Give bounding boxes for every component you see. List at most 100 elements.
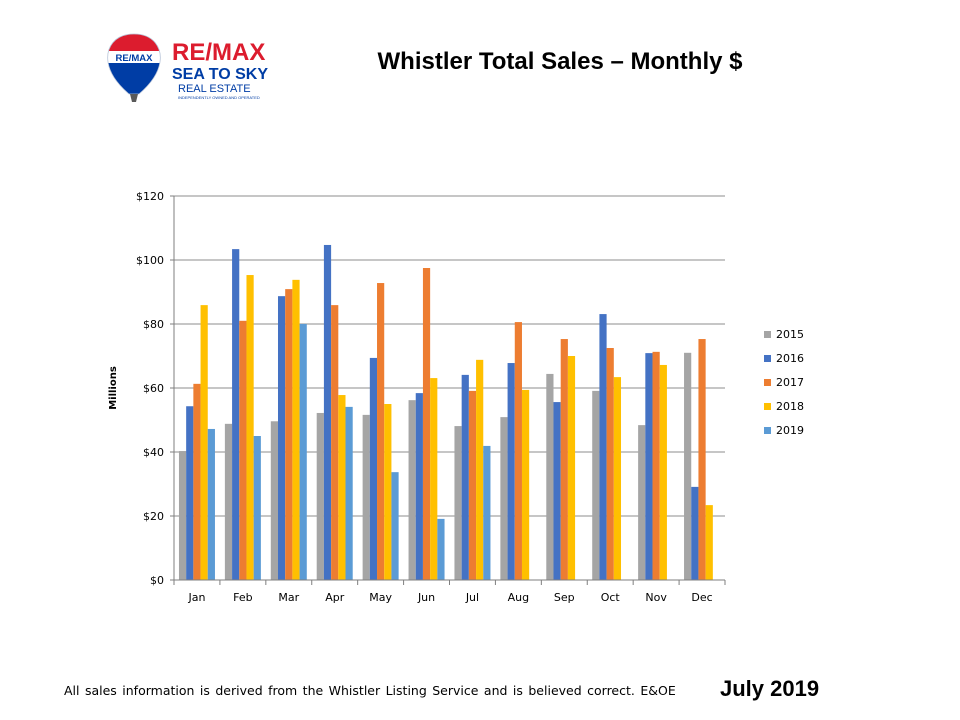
legend-swatch-2017 <box>764 379 771 386</box>
legend-label-2019: 2019 <box>776 424 804 437</box>
legend-swatch-2015 <box>764 331 771 338</box>
bar-chart: $0 $20 $40 $60 $80 $100 $120 Jan Feb Mar Apr May Jun… <box>108 190 804 604</box>
bar-2017-Oct <box>606 348 614 580</box>
bar-2016-Mar <box>277 296 286 580</box>
legend-label-2016: 2016 <box>776 352 804 365</box>
y-tick-label: $20 <box>143 510 164 523</box>
bar-2016-Aug <box>507 363 515 580</box>
bar-2017-Mar <box>285 289 293 580</box>
bar-2019-Mar <box>299 324 307 580</box>
x-tick-label: Feb <box>233 591 252 604</box>
bar-2018-Jul <box>476 359 484 580</box>
x-tick-label: Jan <box>187 591 205 604</box>
y-tick-label: $40 <box>143 446 164 459</box>
y-tick-label: $0 <box>150 574 164 587</box>
x-tick-label: Dec <box>691 591 712 604</box>
bar-2015-Jul <box>454 426 462 580</box>
bar-2018-Mar <box>292 279 300 580</box>
legend-label-2015: 2015 <box>776 328 804 341</box>
bar-2018-May <box>384 404 392 580</box>
y-tick-label: $120 <box>136 190 164 203</box>
bar-2019-Feb <box>253 436 261 580</box>
bar-2018-Aug <box>521 389 530 580</box>
bar-2015-Jan <box>178 451 187 580</box>
gridlines <box>174 195 725 517</box>
x-tick-label: Mar <box>278 591 299 604</box>
legend-swatch-2019 <box>764 427 771 434</box>
legend-swatch-2018 <box>764 403 771 410</box>
bar-2016-Oct <box>599 314 607 580</box>
bar-2019-May <box>391 472 399 580</box>
bar-2015-Jun <box>408 400 416 580</box>
bar-2015-Sep <box>546 373 554 580</box>
bar-2018-Sep <box>567 356 576 580</box>
bar-2017-Jan <box>193 383 201 580</box>
chart-area: $0 $20 $40 $60 $80 $100 $120 Jan Feb Mar Apr May Jun… <box>90 180 830 620</box>
legend-label-2017: 2017 <box>776 376 804 389</box>
bar-2016-Feb <box>232 249 240 580</box>
bar-2017-Nov <box>652 351 660 580</box>
brand-name: RE/MAX <box>172 39 265 66</box>
legend: 2015 2016 2017 2018 2019 <box>764 328 804 437</box>
legend-swatch-2016 <box>764 355 771 362</box>
bar-2018-Dec <box>705 505 713 580</box>
bar-2016-Jul <box>461 374 469 580</box>
bar-2018-Jan <box>200 305 208 580</box>
bar-2016-Dec <box>691 486 699 580</box>
brand-line2: REAL ESTATE <box>178 83 251 95</box>
bar-2017-Dec <box>698 339 706 580</box>
bar-2016-Apr <box>323 244 332 580</box>
x-tick-label: Jul <box>465 591 479 604</box>
y-axis-title: Millions <box>108 366 119 410</box>
x-tick-label: Apr <box>325 591 345 604</box>
x-tick-label: Nov <box>645 591 667 604</box>
bar-2017-May <box>377 283 385 580</box>
bar-2019-Jan <box>207 428 215 580</box>
y-tick-label: $80 <box>143 318 164 331</box>
axes: $0 $20 $40 $60 $80 $100 $120 Jan Feb Mar Apr May Jun… <box>136 190 726 604</box>
x-tick-label: Oct <box>601 591 621 604</box>
x-tick-label: Sep <box>554 591 575 604</box>
bar-2019-Apr <box>345 406 353 580</box>
bar-2015-Feb <box>224 423 233 580</box>
bar-2017-Jun <box>422 268 431 580</box>
bar-2018-Jun <box>430 378 438 580</box>
bar-2018-Apr <box>338 395 346 580</box>
bar-2015-Nov <box>638 425 646 580</box>
bar-2017-Aug <box>514 322 522 580</box>
bar-2016-Sep <box>553 402 561 580</box>
bar-2018-Oct <box>613 377 622 580</box>
bar-2015-May <box>362 414 370 580</box>
bar-2015-Dec <box>684 352 692 580</box>
x-tick-label: May <box>369 591 392 604</box>
bar-2018-Nov <box>659 364 667 580</box>
footer-date: July 2019 <box>720 676 820 701</box>
brand-tagline: INDEPENDENTLY OWNED AND OPERATED <box>178 95 260 100</box>
logo: RE/MAX RE/MAX SEA TO SKY REAL ESTATE IND… <box>100 32 300 108</box>
legend-label-2018: 2018 <box>776 400 804 413</box>
bar-2019-Jul <box>483 445 491 580</box>
x-tick-label: Aug <box>508 591 529 604</box>
x-tick-label: Jun <box>417 591 435 604</box>
bar-2017-Apr <box>331 305 339 580</box>
bar-2016-Jun <box>415 393 423 580</box>
bar-2016-Jan <box>186 406 194 580</box>
bar-2017-Jul <box>468 390 477 580</box>
balloon-brand-text: RE/MAX <box>116 53 154 64</box>
y-tick-label: $60 <box>143 382 164 395</box>
bar-2016-Nov <box>645 353 653 580</box>
bar-2016-May <box>369 357 378 580</box>
y-tick-label: $100 <box>136 254 164 267</box>
bar-2015-Oct <box>592 390 600 580</box>
bar-2017-Feb <box>239 320 247 580</box>
bars <box>178 244 713 580</box>
brand-line1: SEA TO SKY <box>172 66 268 83</box>
bar-2017-Sep <box>560 339 568 580</box>
footer-disclaimer: All sales information is derived from th… <box>64 683 676 698</box>
bar-2015-Mar <box>270 421 278 580</box>
bar-2019-Jun <box>437 518 445 580</box>
bar-2015-Aug <box>500 417 508 580</box>
balloon-logo-icon: RE/MAX RE/MAX SEA TO SKY REAL ESTATE IND… <box>107 33 268 102</box>
page-title: Whistler Total Sales – Monthly $ <box>377 48 743 75</box>
bar-2015-Apr <box>316 412 324 580</box>
